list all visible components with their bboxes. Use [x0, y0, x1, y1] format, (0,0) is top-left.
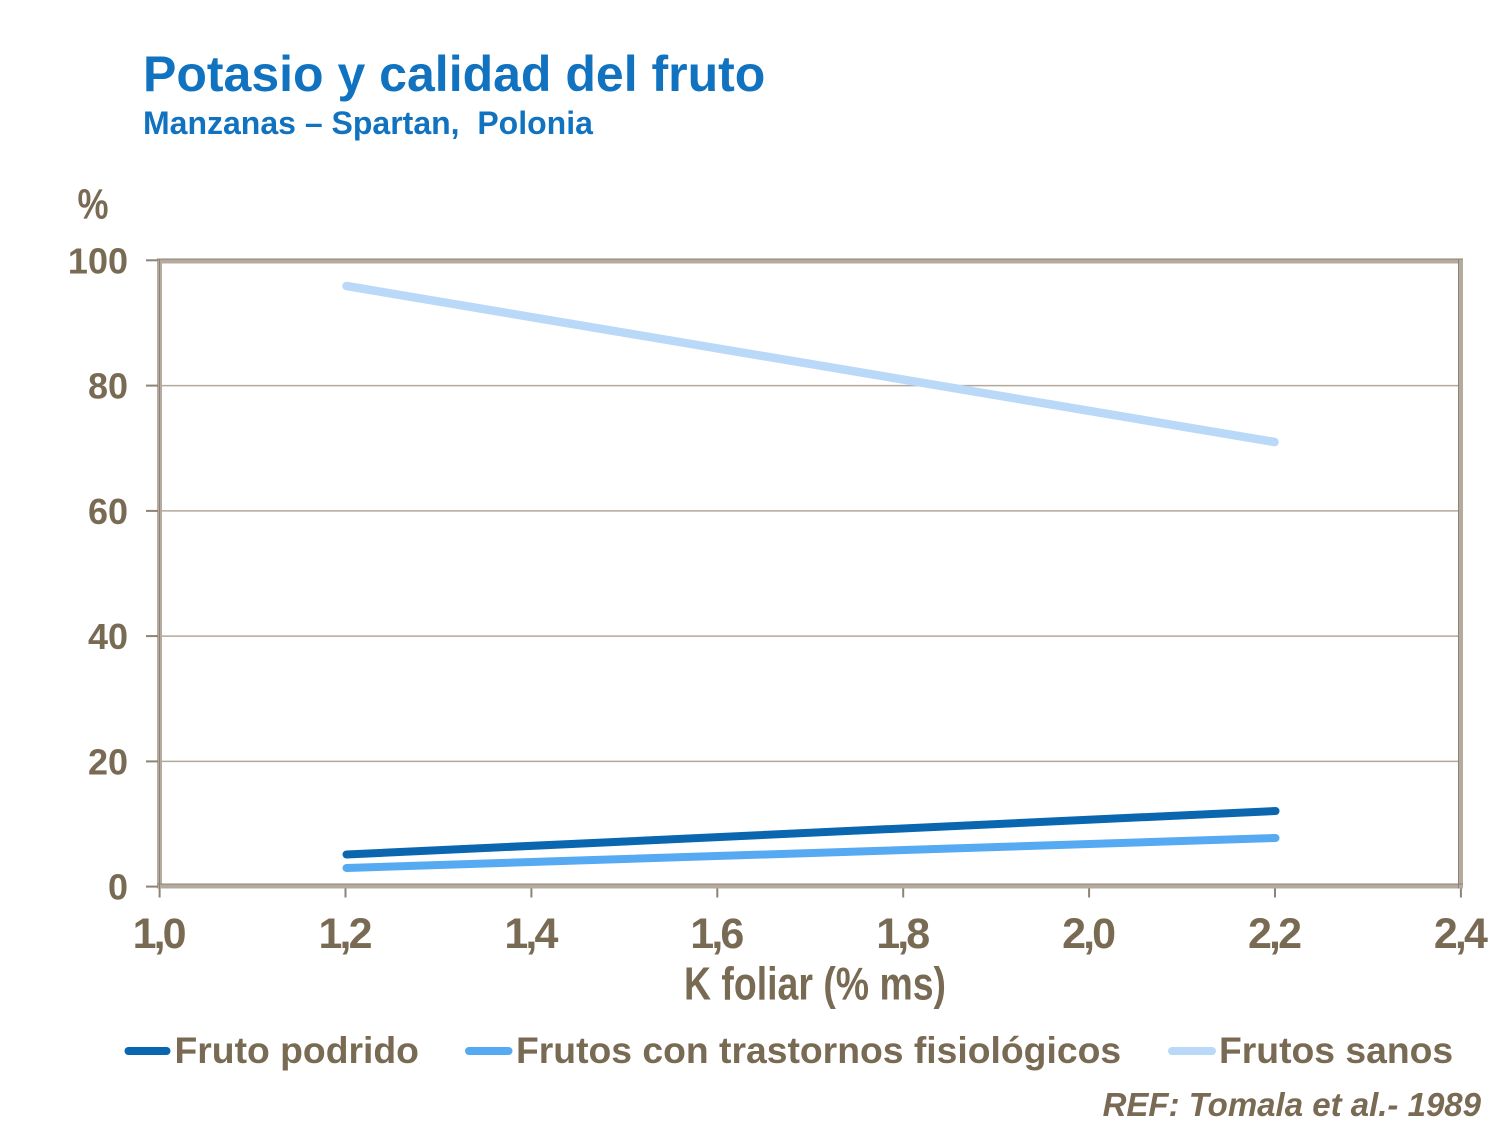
svg-text:1,6: 1,6 — [690, 910, 744, 958]
svg-text:100: 100 — [68, 240, 128, 281]
svg-text:K foliar (% ms): K foliar (% ms) — [684, 958, 946, 1010]
svg-text:Manzanas – Spartan, Polonia: Manzanas – Spartan, Polonia — [143, 105, 593, 141]
svg-text:2,4: 2,4 — [1434, 910, 1488, 958]
svg-text:Frutos con trastornos fisiológ: Frutos con trastornos fisiológicos — [516, 1029, 1121, 1071]
svg-text:2,0: 2,0 — [1062, 910, 1116, 958]
svg-text:0: 0 — [108, 867, 128, 908]
svg-text:1,8: 1,8 — [876, 910, 930, 958]
svg-text:REF: Tomala et al.- 1989: REF: Tomala et al.- 1989 — [1103, 1086, 1482, 1123]
svg-text:40: 40 — [88, 616, 128, 657]
svg-text:1,4: 1,4 — [504, 910, 558, 958]
svg-text:1,0: 1,0 — [133, 910, 187, 958]
svg-text:20: 20 — [88, 741, 128, 782]
svg-text:%: % — [78, 181, 109, 229]
svg-text:Potasio y calidad del fruto: Potasio y calidad del fruto — [143, 46, 765, 102]
svg-text:Fruto podrido: Fruto podrido — [175, 1029, 419, 1071]
svg-text:2,2: 2,2 — [1248, 910, 1302, 958]
svg-text:60: 60 — [88, 491, 128, 532]
svg-text:1,2: 1,2 — [319, 910, 373, 958]
svg-text:Frutos sanos: Frutos sanos — [1219, 1029, 1453, 1071]
svg-text:80: 80 — [88, 366, 128, 407]
